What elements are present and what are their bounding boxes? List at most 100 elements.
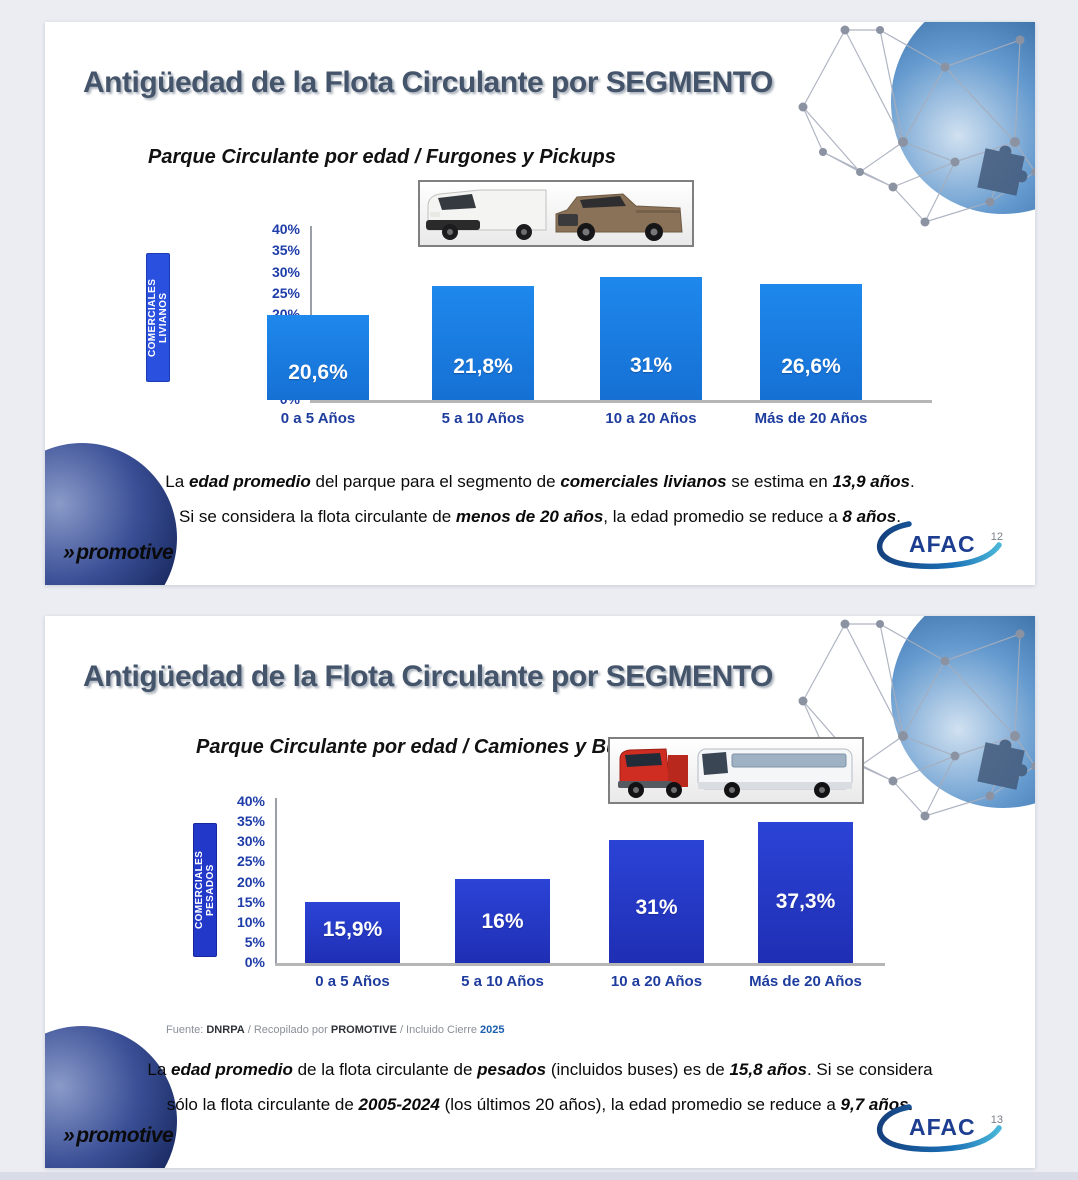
text-segment: Fuente: [166,1024,207,1036]
afac-wordmark: AFAC [909,1114,976,1140]
van-and-pickup-illustration [426,189,683,241]
y-tick-label: 15% [236,893,265,910]
text-segment: / Recopilado por [244,1024,331,1036]
text-segment: , la edad promedio se reduce a [603,507,843,526]
y-tick-label: 30% [236,833,265,850]
page-bottom-band [0,1172,1078,1180]
puzzle-icon [977,145,1028,196]
text-segment: sólo la flota circulante de [166,1095,359,1114]
bar: 15,9% [305,901,400,963]
x-category-label: Más de 20 Años [749,973,862,990]
y-tick-label: 35% [236,813,265,830]
y-tick-label: 40% [271,221,300,237]
chart-note: La edad promedio del parque para el segm… [45,472,1035,542]
bar-value-label: 31% [635,895,678,919]
slide-title: Antigüedad de la Flota Circulante por SE… [83,660,773,693]
bar: 16% [455,878,550,963]
text-segment: PROMOTIVE [330,1024,397,1036]
bar: 31% [609,839,704,963]
y-tick-label: 25% [236,853,265,870]
bar-value-label: 20,6% [288,360,348,384]
text-segment: . [909,472,915,491]
promotive-logo: »promotive [63,541,174,565]
y-tick-label: 25% [271,284,300,301]
y-tick-label: 35% [271,242,300,259]
text-segment: (incluidos buses) es de [546,1060,730,1079]
afac-wordmark: AFAC [909,531,976,557]
bar-value-label: 37,3% [775,889,836,913]
text-segment: 2025 [480,1024,505,1036]
afac-swoosh-icon [876,521,1002,570]
x-category-label: 0 a 5 Años [280,410,356,427]
x-axis-line [275,963,885,966]
text-segment: se estima en [726,472,833,491]
y-tick-label: 10% [236,913,265,930]
page-number: 12 [990,531,1003,543]
y-axis-line [310,226,312,400]
y-tick-label: 5% [244,933,265,950]
bar-value-label: 21,8% [453,355,513,379]
text-segment: . Si se considera [806,1060,933,1079]
x-category-label: 10 a 20 Años [610,973,703,990]
y-tick-label: 0% [244,954,265,970]
bar: 37,3% [758,822,853,963]
afac-swoosh-icon [876,1104,1002,1153]
bar-value-label: 15,9% [322,917,383,941]
bar: 20,6% [267,315,369,400]
text-segment: edad promedio [171,1060,293,1079]
chevrons-icon: » [63,541,75,564]
text-segment: 8 años [842,507,897,526]
y-tick-label: 30% [271,263,300,280]
chart-title: Parque Circulante por edad / Furgones y … [148,146,616,168]
text-segment: de la flota circulante de [292,1060,478,1079]
text-segment: 15,8 años [729,1060,807,1079]
x-axis-line [310,400,932,403]
text-segment: Si se considera la flota circulante de [179,507,456,526]
promotive-logo: »promotive [63,1124,174,1148]
afac-logo: AFAC 13 [873,1102,1005,1154]
text-segment: 2005-2024 [358,1095,440,1114]
x-category-label: 10 a 20 Años [605,410,697,427]
source-note: Fuente: DNRPA / Recopilado por PROMOTIVE… [166,1024,505,1036]
text-segment: . [896,507,901,526]
note-line: Si se considera la flota circulante de m… [45,507,1035,527]
slide-comerciales-pesados: Antigüedad de la Flota Circulante por SE… [45,616,1035,1168]
text-segment: La [147,1060,171,1079]
y-tick-label: 20% [236,873,265,890]
puzzle-icon [977,739,1028,790]
slide-title: Antigüedad de la Flota Circulante por SE… [83,66,773,99]
text-segment: menos de 20 años [455,507,604,526]
chart-title: Parque Circulante por edad / Camiones y … [196,736,652,758]
page-number: 13 [990,1114,1003,1126]
bar-value-label: 26,6% [781,355,841,379]
text-segment: pesados [477,1060,547,1079]
x-category-label: Más de 20 Años [754,410,868,427]
y-axis-line [275,798,277,963]
bar: 31% [600,277,702,400]
promotive-wordmark: promotive [76,1124,174,1147]
vehicles-photo-furgones-pickups [418,180,694,247]
text-segment: 13,9 años [832,472,910,491]
chart-note: La edad promedio de la flota circulante … [45,1060,1035,1130]
y-tick-label: 40% [236,793,265,809]
note-line: La edad promedio de la flota circulante … [45,1060,1035,1080]
promotive-wordmark: promotive [76,541,174,564]
x-category-label: 5 a 10 Años [441,410,525,427]
bar-value-label: 16% [481,909,524,933]
text-segment: La [165,472,189,491]
text-segment: DNRPA [206,1024,245,1036]
network-globe-decoration [798,616,1035,821]
text-segment: edad promedio [188,472,311,491]
text-segment: / Incluido Cierre [396,1024,481,1036]
text-segment: del parque para el segmento de [310,472,561,491]
note-line: sólo la flota circulante de 2005-2024 (l… [45,1095,1035,1115]
network-globe-decoration [798,22,1035,227]
bar: 26,6% [760,283,862,400]
bar-chart-comerciales-livianos: 40%35%30%25%20%15%10%5%0%20,6%0 a 5 Años… [45,22,1035,585]
x-category-label: 0 a 5 Años [315,973,390,990]
text-segment: (los últimos 20 años), la edad promedio … [439,1095,841,1114]
vehicles-photo-camiones-buses [608,737,864,804]
afac-logo: AFAC 12 [873,519,1005,571]
text-segment: comerciales livianos [560,472,727,491]
truck-and-bus-illustration [618,748,853,798]
